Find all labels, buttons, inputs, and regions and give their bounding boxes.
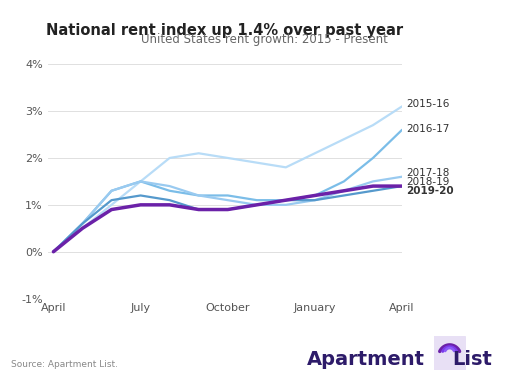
Text: 2017-18: 2017-18 (406, 169, 450, 178)
Text: List: List (452, 350, 492, 369)
Text: 2016-17: 2016-17 (406, 124, 450, 134)
Text: United States rent growth: 2015 - Present: United States rent growth: 2015 - Presen… (141, 33, 388, 46)
Text: Source: Apartment List.: Source: Apartment List. (11, 359, 117, 369)
FancyBboxPatch shape (433, 335, 467, 372)
Text: 2018-19: 2018-19 (406, 177, 450, 187)
Text: 2015-16: 2015-16 (406, 99, 450, 109)
Title: National rent index up 1.4% over past year: National rent index up 1.4% over past ye… (46, 23, 404, 38)
Text: 2019-20: 2019-20 (406, 186, 454, 196)
Text: Apartment: Apartment (307, 350, 425, 369)
